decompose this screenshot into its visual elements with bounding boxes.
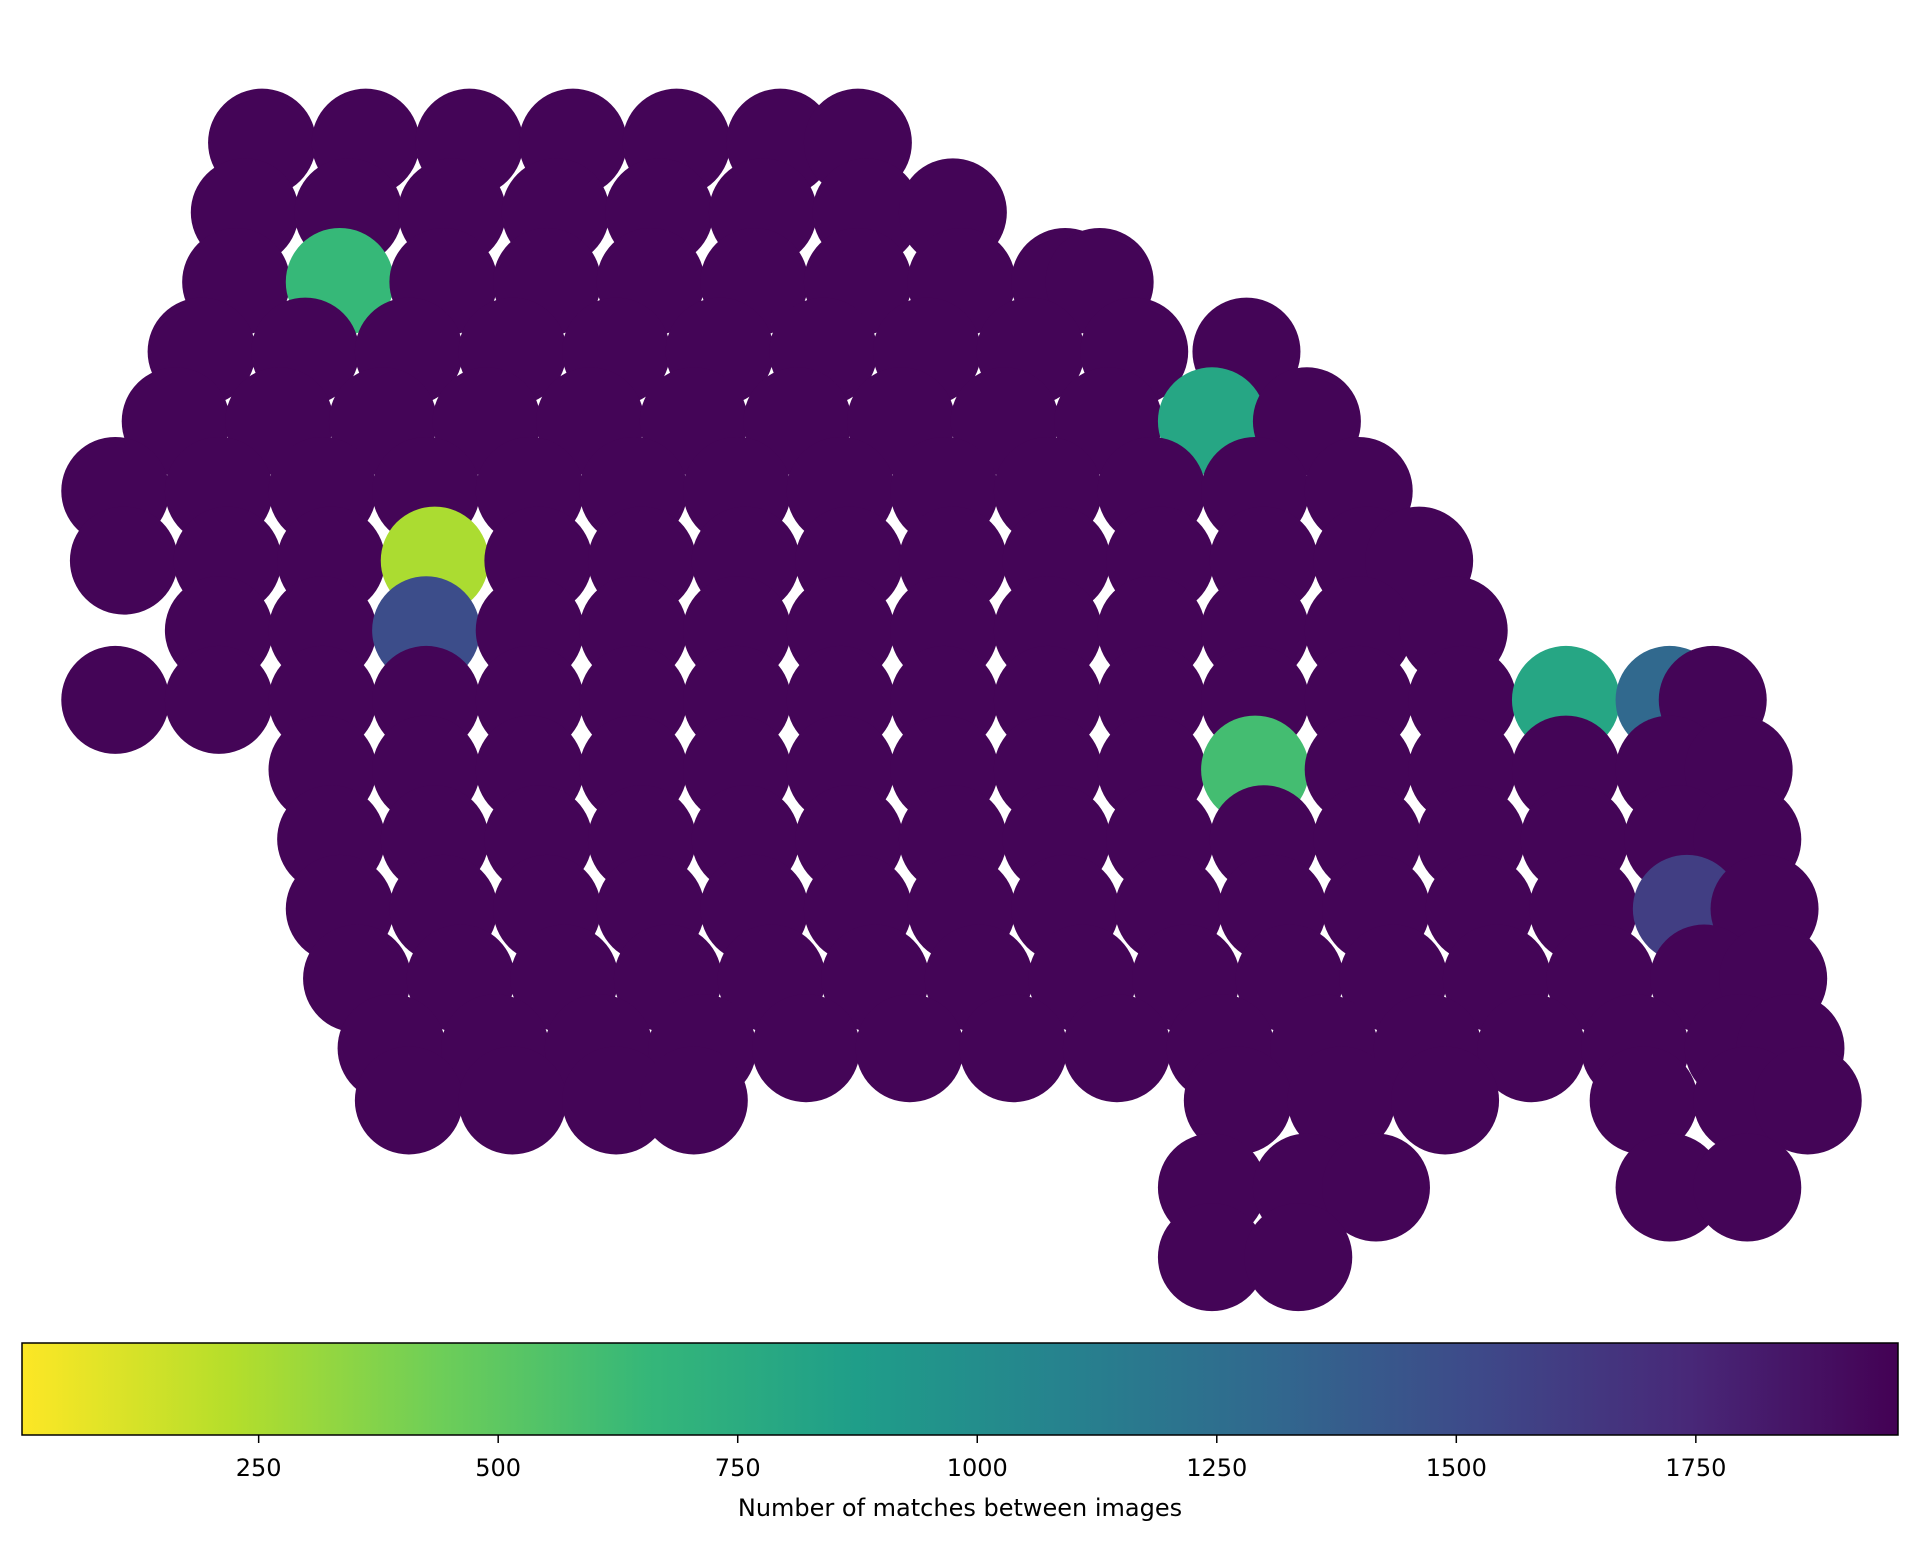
point bbox=[1321, 1133, 1430, 1242]
point bbox=[1589, 1046, 1698, 1155]
colorbar-tick-label: 250 bbox=[236, 1454, 282, 1482]
point bbox=[1693, 1133, 1802, 1242]
point bbox=[1753, 1046, 1862, 1155]
colorbar-label: Number of matches between images bbox=[738, 1494, 1182, 1522]
point bbox=[354, 1046, 463, 1155]
point bbox=[1183, 1046, 1292, 1155]
point bbox=[458, 1046, 567, 1155]
colorbar-tick-label: 1500 bbox=[1426, 1454, 1487, 1482]
point bbox=[1157, 1203, 1266, 1312]
colorbar-tick-label: 750 bbox=[715, 1454, 761, 1482]
colorbar-tick-label: 500 bbox=[475, 1454, 521, 1482]
point bbox=[959, 994, 1068, 1103]
point bbox=[69, 506, 178, 615]
point bbox=[1287, 1046, 1396, 1155]
point bbox=[61, 645, 170, 754]
colorbar-tick-label: 1750 bbox=[1665, 1454, 1726, 1482]
point bbox=[1391, 1046, 1500, 1155]
point bbox=[752, 994, 861, 1103]
scatter-points bbox=[61, 88, 1862, 1312]
point bbox=[1615, 1133, 1724, 1242]
point bbox=[1477, 994, 1586, 1103]
point bbox=[164, 645, 273, 754]
point bbox=[562, 1046, 671, 1155]
colorbar bbox=[21, 1342, 1899, 1436]
colorbar-tick-label: 1250 bbox=[1186, 1454, 1247, 1482]
point bbox=[1062, 994, 1171, 1103]
point bbox=[1244, 1203, 1353, 1312]
point bbox=[855, 994, 964, 1103]
colorbar-tick-label: 1000 bbox=[947, 1454, 1008, 1482]
point bbox=[639, 1046, 748, 1155]
